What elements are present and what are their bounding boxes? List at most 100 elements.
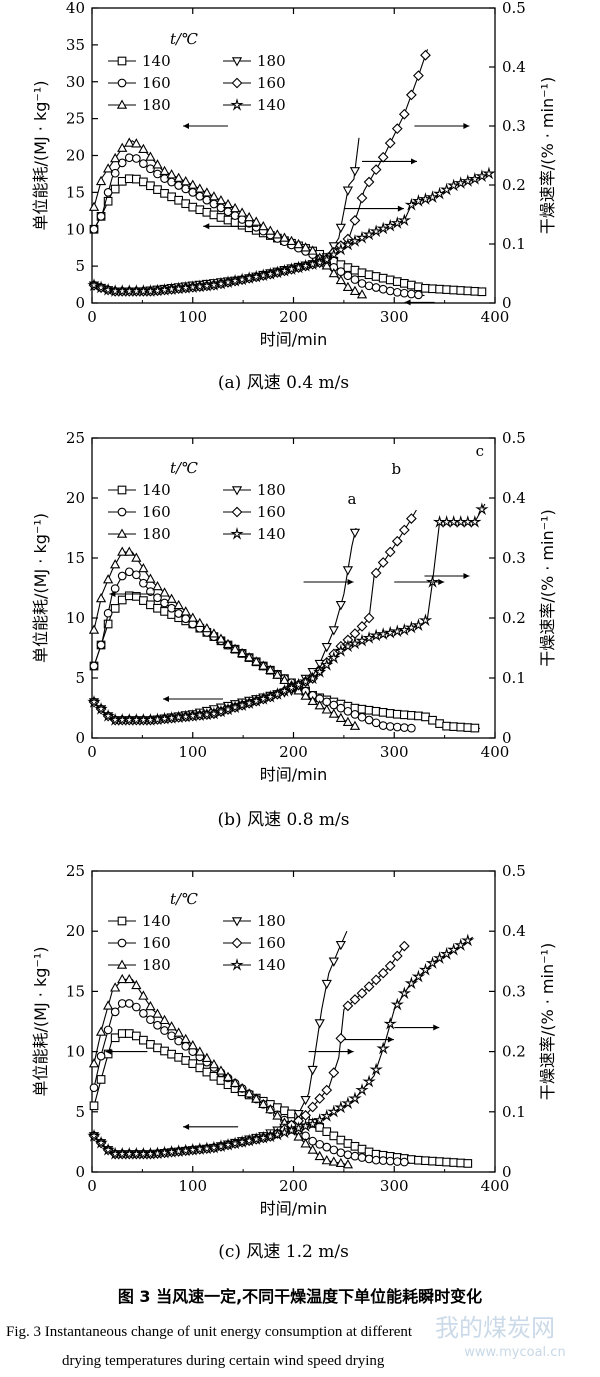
marker-triangle-up [251,216,262,226]
marker-triangle-up [194,183,205,193]
arrow-head [463,123,470,129]
marker-square [385,709,395,718]
marker-square [89,1101,99,1111]
marker-triangle-up [88,1058,100,1068]
marker-star [101,708,115,722]
marker-square [421,1156,430,1166]
marker-star [369,224,383,238]
marker-circle [343,271,353,281]
y-left-tick-label: 5 [75,669,85,687]
marker-star [341,1096,355,1110]
marker-triangle-up [258,220,269,231]
legend-label: 140 [257,96,286,114]
marker-square [110,184,120,194]
marker-square [470,723,480,733]
watermark-text: 我的煤炭网 [435,1314,555,1342]
panel-caption: (c) 风速 1.2 m/s [218,1242,349,1262]
marker-triangle-up [349,720,361,730]
y-axis-left: 0 5 10 15 20 25 30 35 40 [66,0,98,312]
marker-square [392,709,402,719]
marker-triangle-up [88,624,100,634]
marker-square [174,1052,183,1062]
marker-star [383,625,397,639]
marker-star [432,186,447,200]
marker-circle [392,1157,402,1166]
marker-star [298,674,313,688]
x-tick-label: 100 [178,308,207,326]
marker-star [362,227,376,241]
y-axis-right: 0 0.1 0.2 0.3 0.4 0.5 [489,862,526,1181]
series-triangle-up-180 [88,546,361,730]
marker-star [432,951,447,964]
marker-star [341,237,355,251]
marker-square [470,286,480,296]
y-right-tick-label: 0.1 [502,235,526,253]
marker-square [421,283,430,293]
marker-star [468,514,482,528]
marker-star [369,628,383,642]
legend: t/℃ 140 160 180 180 160 140 [108,30,286,114]
marker-square [124,1029,134,1038]
marker-square [399,278,409,288]
marker-square [117,176,127,186]
marker-star [291,1121,306,1135]
marker-triangle-up [145,573,156,583]
marker-triangle-up [208,1059,220,1069]
marker-diamond [370,567,382,579]
marker-circle [103,1025,113,1035]
marker-circle [160,174,169,183]
marker-square [110,604,120,613]
marker-square [435,719,444,728]
marker-square [435,284,444,294]
marker-triangle-up [335,712,346,722]
marker-star [404,976,419,990]
y-left-tick-label: 20 [66,147,85,165]
marker-triangle-up [145,151,156,161]
marker-star [235,698,249,712]
marker-circle [364,281,374,291]
marker-star [355,633,369,647]
marker-circle [96,640,106,650]
marker-square [181,199,191,209]
y-left-tick-label: 10 [66,609,85,627]
marker-star [305,257,320,271]
x-tick-label: 300 [380,1177,409,1195]
legend-label: 140 [142,52,171,70]
marker-star [376,1041,390,1055]
marker-triangle-up [222,1071,234,1081]
marker-square [449,722,459,731]
marker-triangle-down [321,979,332,990]
y-left-axis-label: 单位能耗/(MJ · kg⁻¹) [31,513,50,663]
marker-circle [174,609,183,618]
marker-star [383,218,397,232]
marker-square [350,1141,360,1151]
marker-circle [399,723,409,732]
marker-star [418,192,433,205]
marker-square [103,619,113,629]
marker-square [442,285,451,294]
figure-title-cn: 图 3 当风速一定,不同干燥温度下单位能耗瞬时变化 [118,1287,482,1306]
y-right-tick-label: 0.2 [502,609,526,627]
legend-label: 160 [257,934,286,952]
marker-star [397,213,412,227]
x-axis: 0 100 200 300 400 [87,871,509,1195]
marker-square [414,282,423,292]
marker-diamond [405,89,417,101]
marker-triangle-up [102,163,114,173]
arrow-head [109,591,116,597]
marker-square [449,285,459,295]
marker-star [397,986,412,1000]
marker-square [315,1123,325,1132]
marker-square [139,596,148,605]
marker-square [160,607,169,616]
figure-title-en-line2: drying temperatures during certain wind … [62,1353,385,1369]
arrow-head [105,1048,112,1055]
arrow-head [433,1024,440,1031]
axis-arrows [183,123,470,306]
marker-star [270,265,285,279]
marker-triangle-up [187,612,198,622]
marker-square [202,207,212,217]
marker-circle [364,715,374,725]
y-left-tick-label: 5 [75,1103,85,1121]
